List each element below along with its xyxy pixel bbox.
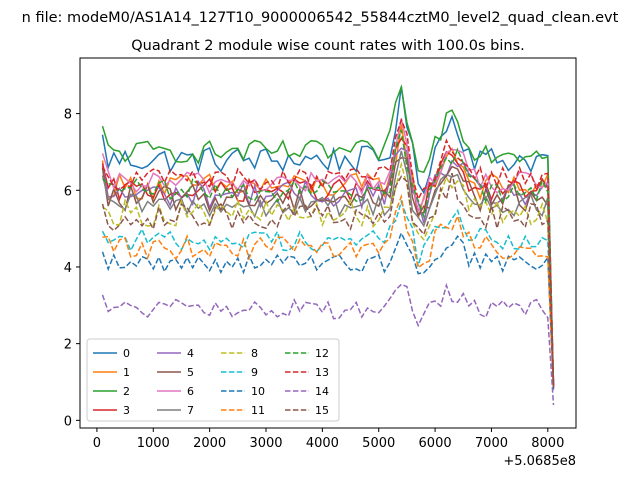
series-line-12	[102, 129, 555, 386]
legend-label: 7	[187, 404, 194, 417]
x-tick-label: 1000	[137, 436, 170, 451]
series-line-2	[101, 84, 555, 386]
x-tick-label: 0	[93, 436, 101, 451]
legend-label: 10	[251, 385, 265, 398]
series-line-15	[101, 173, 555, 388]
series-line-6	[101, 118, 555, 384]
x-tick-label: 6000	[419, 436, 452, 451]
x-tick-label: 4000	[306, 436, 339, 451]
x-tick-label: 7000	[475, 436, 508, 451]
y-tick-label: 0	[64, 414, 72, 429]
legend-label: 12	[315, 347, 329, 360]
plot-area	[79, 57, 577, 429]
legend-label: 3	[123, 404, 130, 417]
series-line-5	[101, 157, 555, 386]
x-tick-label: 3000	[249, 436, 282, 451]
axes-frame	[79, 57, 577, 429]
series-line-9	[101, 199, 555, 388]
series-line-13	[101, 117, 555, 386]
series-line-14	[101, 282, 555, 406]
series-line-3	[101, 137, 555, 388]
series-line-10	[101, 231, 555, 390]
x-tick-label: 8000	[531, 436, 564, 451]
y-axis: 0 2 4 6 8	[64, 108, 80, 429]
legend-label: 2	[123, 385, 130, 398]
y-tick-label: 4	[64, 261, 72, 276]
legend-label: 0	[123, 347, 130, 360]
legend-label: 13	[315, 366, 329, 379]
y-tick-label: 6	[64, 184, 72, 199]
x-tick-label: 2000	[193, 436, 226, 451]
legend-label: 8	[251, 347, 258, 360]
chart-title: Quadrant 2 module wise count rates with …	[131, 38, 525, 54]
legend-label: 5	[187, 366, 194, 379]
y-tick-label: 8	[64, 108, 72, 123]
figure-suptitle: n file: modeM0/AS1A14_127T10_9000006542_…	[22, 10, 619, 26]
x-tick-label: 5000	[362, 436, 395, 451]
x-axis: 0 1000 2000 3000 4000 5000 6000 7000 8000	[93, 428, 564, 451]
legend-label: 15	[315, 404, 329, 417]
legend-label: 9	[251, 366, 258, 379]
legend-label: 14	[315, 385, 329, 398]
y-tick-label: 2	[64, 338, 72, 353]
legend-label: 1	[123, 366, 130, 379]
legend-label: 6	[187, 385, 194, 398]
legend-box	[86, 338, 340, 422]
series-line-11	[102, 193, 555, 388]
legend-label: 4	[187, 347, 194, 360]
x-axis-offset-label: +5.0685e8	[503, 454, 576, 469]
series-lines	[101, 84, 555, 406]
legend-label: 11	[251, 404, 265, 417]
